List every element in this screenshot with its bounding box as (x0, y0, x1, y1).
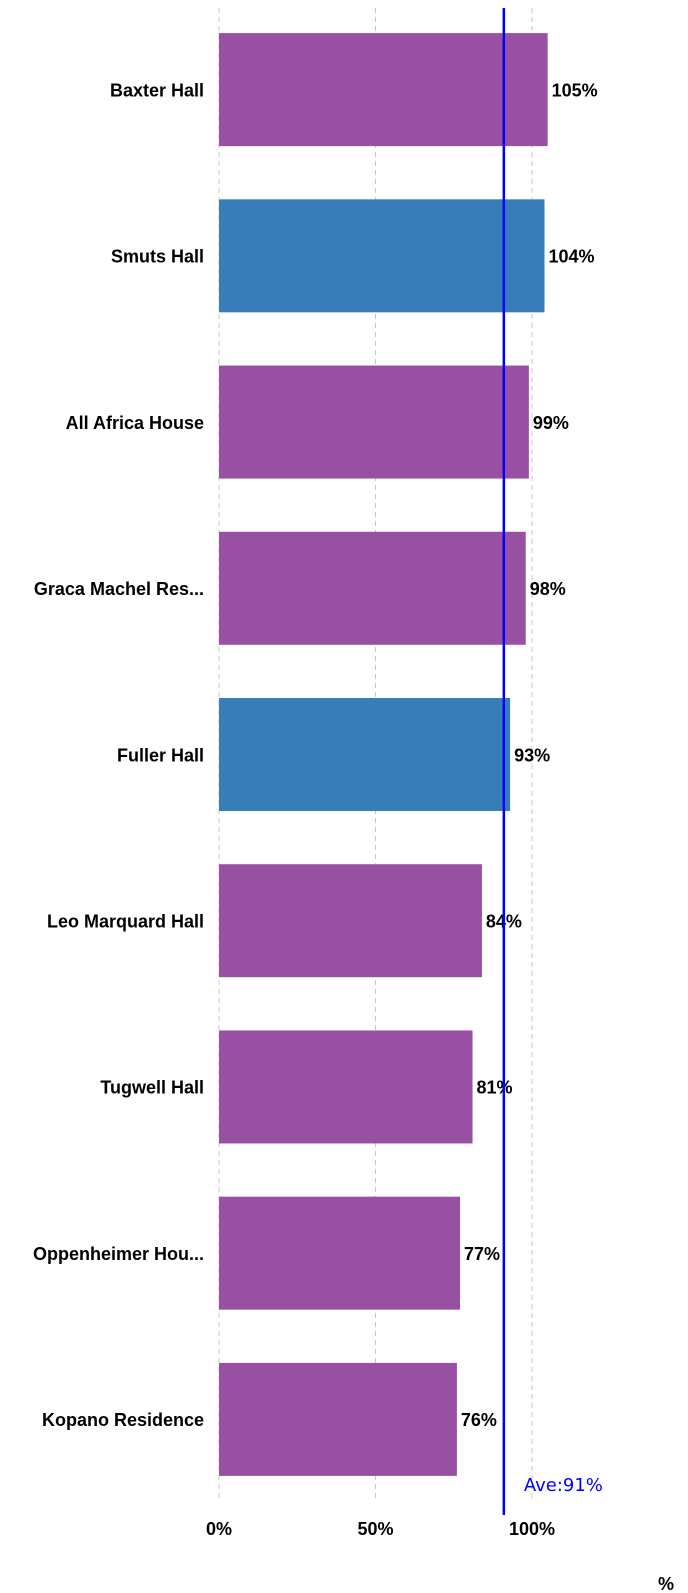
category-label: Fuller Hall (117, 745, 204, 765)
value-label: 93% (514, 745, 550, 765)
bar (219, 33, 548, 147)
value-label: 98% (530, 579, 566, 599)
bar (219, 199, 545, 313)
value-label: 99% (533, 413, 569, 433)
bar (219, 1196, 461, 1310)
x-axis-label: % (658, 1574, 674, 1593)
x-tick-label: 100% (509, 1519, 555, 1539)
x-tick-label: 50% (357, 1519, 393, 1539)
bar (219, 531, 526, 645)
category-label: Smuts Hall (111, 247, 204, 267)
bar (219, 1362, 457, 1476)
category-label: Baxter Hall (110, 80, 204, 100)
x-tick-label: 0% (206, 1519, 232, 1539)
bar (219, 1030, 473, 1144)
category-label: Kopano Residence (42, 1410, 204, 1430)
value-label: 77% (464, 1244, 500, 1264)
category-label: All Africa House (66, 413, 204, 433)
bar (219, 365, 529, 479)
value-label: 104% (549, 247, 595, 267)
category-label: Graca Machel Res... (34, 579, 204, 599)
category-label: Tugwell Hall (100, 1078, 204, 1098)
value-label: 81% (477, 1078, 513, 1098)
category-label: Oppenheimer Hou... (33, 1244, 204, 1264)
value-label: 105% (552, 80, 598, 100)
bar (219, 864, 482, 978)
bar (219, 698, 511, 811)
average-label: Ave:91% (524, 1475, 603, 1496)
value-label: 76% (461, 1410, 497, 1430)
category-label: Leo Marquard Hall (47, 911, 204, 931)
